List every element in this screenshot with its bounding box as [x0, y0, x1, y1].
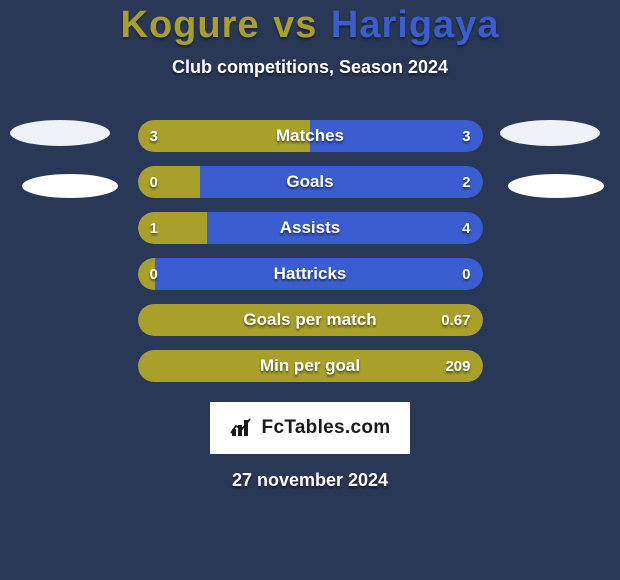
fctables-logo-box: FcTables.com [210, 402, 410, 454]
stat-value-right: 209 [445, 350, 470, 382]
left-decorative-ellipse [10, 120, 110, 146]
stat-label: Goals [138, 166, 483, 198]
stat-row: Hattricks0 0 [138, 258, 483, 290]
stat-value-right: 4 [462, 212, 470, 244]
fctables-logo-text: FcTables.com [262, 417, 391, 439]
bar-chart-icon [230, 418, 254, 438]
content-root: Kogure vs Harigaya Club competitions, Se… [0, 0, 620, 491]
stat-label: Assists [138, 212, 483, 244]
stat-value-right: 0 [462, 258, 470, 290]
stat-label: Hattricks [138, 258, 483, 290]
page-title: Kogure vs Harigaya [121, 4, 500, 47]
right-decorative-ellipse [508, 174, 604, 198]
stat-row: Assists1 4 [138, 212, 483, 244]
stat-rows: Matches33Goals02Assists14Hattricks00Goal… [138, 120, 483, 382]
chart-area: Matches33Goals02Assists14Hattricks00Goal… [0, 120, 620, 382]
subtitle: Club competitions, Season 2024 [172, 57, 448, 78]
title-vs: vs [273, 4, 317, 46]
title-player1: Kogure [121, 4, 260, 46]
left-decorative-ellipse [22, 174, 118, 198]
stat-row: Goals per match0.67 [138, 304, 483, 336]
title-player2: Harigaya [331, 4, 500, 46]
stat-value-right: 3 [462, 120, 470, 152]
stat-label: Goals per match [138, 304, 483, 336]
stat-value-left: 0 [150, 166, 158, 198]
right-decorative-ellipse [500, 120, 600, 146]
bottom-date: 27 november 2024 [232, 470, 388, 491]
stat-value-right: 2 [462, 166, 470, 198]
stat-row: Min per goal209 [138, 350, 483, 382]
stat-value-left: 3 [150, 120, 158, 152]
stat-value-left: 0 [150, 258, 158, 290]
stat-value-right: 0.67 [441, 304, 470, 336]
stat-value-left: 1 [150, 212, 158, 244]
stat-row: Matches3 3 [138, 120, 483, 152]
stat-label: Min per goal [138, 350, 483, 382]
stat-row: Goals0 2 [138, 166, 483, 198]
stat-label: Matches [138, 120, 483, 152]
